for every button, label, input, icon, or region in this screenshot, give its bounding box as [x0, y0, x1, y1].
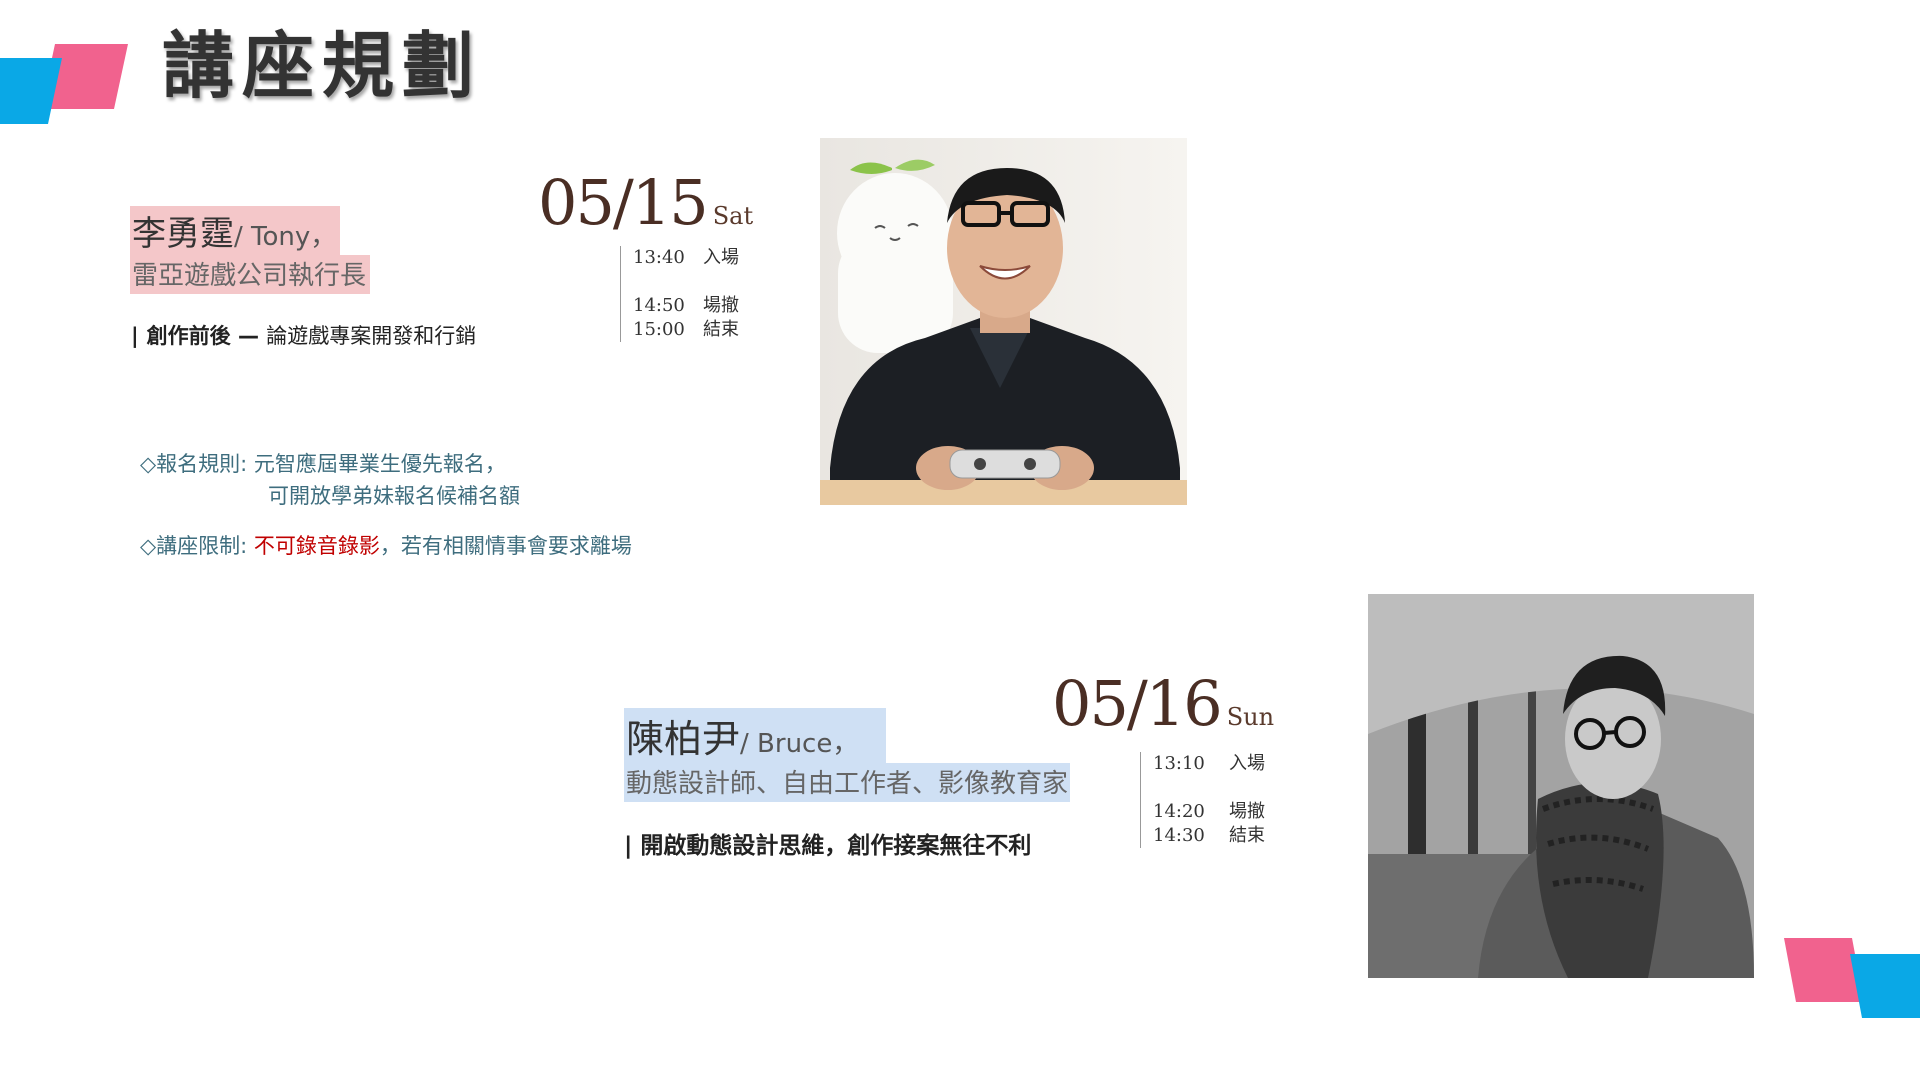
page-title: 講座規劃	[162, 24, 483, 108]
registration-rule: ◇報名規則: 元智應屆畢業生優先報名， 可開放學弟妹報名候補名額	[140, 448, 520, 512]
schedule-time: 14:50	[633, 295, 685, 316]
session-1-topic-main: 創作前後	[146, 324, 231, 348]
session-2-date: 05/16 Sun	[1052, 673, 1274, 735]
session-1-topic-dash: —	[230, 324, 267, 348]
session-2-date-value: 05/16	[1052, 667, 1223, 740]
speaker-2-highlight: 陳柏尹/ Bruce，	[624, 708, 887, 763]
session-2-day: Sun	[1226, 703, 1275, 731]
schedule-time: 14:20	[1153, 801, 1205, 822]
restriction-warning: 不可錄音錄影	[253, 534, 380, 558]
session-1-topic: | 創作前後 — 論遊戲專案開發和行銷	[131, 320, 476, 350]
restriction-label: ◇講座限制:	[140, 534, 254, 558]
registration-line-1: 元智應屆畢業生優先報名，	[253, 452, 506, 476]
session-1-date: 05/15 Sat	[538, 172, 753, 234]
speaker-1-highlight: 李勇霆/ Tony，	[130, 206, 341, 255]
schedule-time: 14:30	[1153, 825, 1205, 846]
schedule-time: 13:40	[633, 247, 685, 268]
session-1-date-value: 05/15	[538, 166, 709, 239]
speaker-2-role: 動態設計師、自由工作者、影像教育家	[626, 769, 1069, 799]
session-1-schedule: 13:40 入場 14:50 場撤 15:00 結束	[620, 246, 739, 342]
session-2-topic-main: 開啟動態設計思維，創作接案無往不利	[640, 833, 1032, 859]
speaker-photo-bruce	[1368, 594, 1754, 978]
schedule-row: 13:10 入場	[1153, 752, 1265, 776]
schedule-label: 結束	[703, 319, 739, 340]
schedule-label: 場撤	[703, 295, 739, 316]
speaker-1-role: 雷亞遊戲公司執行長	[132, 261, 367, 291]
decor-bottom-right	[1784, 938, 1920, 1018]
speaker-1-role-highlight: 雷亞遊戲公司執行長	[130, 255, 371, 294]
speaker-1-en-name: / Tony，	[234, 222, 337, 252]
schedule-row: 14:30 結束	[1153, 824, 1265, 848]
speaker-2-en-name: / Bruce，	[740, 729, 859, 759]
topic-bar: |	[624, 833, 633, 859]
schedule-label: 結束	[1229, 825, 1265, 846]
speaker-1-header: 李勇霆/ Tony， 雷亞遊戲公司執行長	[130, 206, 371, 294]
schedule-row: 15:00 結束	[633, 318, 739, 342]
speaker-photo-tony	[820, 138, 1187, 505]
session-1-topic-sub: 論遊戲專案開發和行銷	[266, 324, 477, 348]
speaker-2-name: 陳柏尹	[626, 717, 741, 761]
schedule-row: 13:40 入場	[633, 246, 739, 270]
schedule-row: 14:20 場撤	[1153, 800, 1265, 824]
session-2-schedule: 13:10 入場 14:20 場撤 14:30 結束	[1140, 752, 1265, 848]
schedule-label: 入場	[703, 247, 739, 268]
schedule-label: 場撤	[1229, 801, 1265, 822]
session-2-topic: | 開啟動態設計思維，創作接案無往不利	[624, 826, 1031, 860]
speaker-2-role-highlight: 動態設計師、自由工作者、影像教育家	[624, 763, 1071, 802]
speaker-1-name: 李勇霆	[132, 214, 234, 254]
restriction-rest: ，若有相關情事會要求離場	[379, 534, 632, 558]
registration-line-2: 可開放學弟妹報名候補名額	[268, 484, 520, 508]
restriction-rule: ◇講座限制: 不可錄音錄影，若有相關情事會要求離場	[140, 530, 632, 560]
registration-label: ◇報名規則:	[140, 452, 254, 476]
schedule-time: 13:10	[1153, 753, 1205, 774]
schedule-label: 入場	[1229, 753, 1265, 774]
session-1-day: Sat	[712, 202, 754, 230]
schedule-time: 15:00	[633, 319, 685, 340]
topic-bar: |	[131, 324, 139, 348]
speaker-2-header: 陳柏尹/ Bruce， 動態設計師、自由工作者、影像教育家	[624, 708, 1071, 802]
schedule-row: 14:50 場撤	[633, 294, 739, 318]
decor-top-left	[0, 44, 128, 124]
